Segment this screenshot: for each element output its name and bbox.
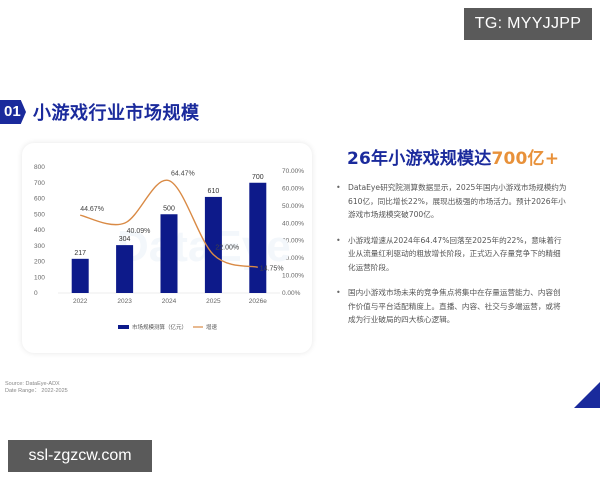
section-title: 小游戏行业市场规模 [33, 103, 200, 124]
bar [204, 196, 222, 293]
left-axis-tick: 800 [34, 164, 45, 171]
right-axis-tick: 0.00% [282, 290, 301, 297]
bullet-list: • DataEye研究院测算数据显示，2025年国内小游戏市场规模约为610亿，… [336, 181, 568, 339]
bar-value-label: 500 [163, 205, 175, 212]
source-line: Source: DataEye-ADX [5, 381, 60, 387]
x-axis-tick: 2025 [206, 298, 221, 305]
headline-prefix: 26年小游戏规模达 [347, 149, 492, 169]
x-axis-tick: 2023 [117, 298, 132, 305]
x-axis-tick: 2024 [162, 298, 177, 305]
section-number-badge: 01 [0, 100, 26, 124]
left-axis-tick: 100 [34, 274, 45, 281]
right-axis-tick: 70.00% [282, 168, 304, 175]
left-axis-tick: 700 [34, 180, 45, 187]
x-axis-tick: 2026e [249, 298, 267, 305]
left-axis-tick: 200 [34, 259, 45, 266]
bullet-text: DataEye研究院测算数据显示，2025年国内小游戏市场规模约为610亿，同比… [348, 183, 567, 219]
bullet-text: 小游戏增速从2024年64.47%回落至2025年的22%，意味着行业从流量红利… [348, 235, 562, 272]
bar-value-label: 700 [252, 174, 264, 181]
tg-overlay-badge: TG: MYYJJPP [464, 8, 592, 40]
left-axis-tick: 500 [34, 211, 45, 218]
bar [160, 214, 178, 293]
right-axis-tick: 50.00% [282, 203, 304, 210]
right-axis-tick: 10.00% [282, 273, 304, 280]
left-axis-tick: 300 [34, 243, 45, 250]
growth-line [80, 179, 258, 268]
bullet-text: 国内小游戏市场未来的竞争焦点将集中在存量运营能力、内容创作价值与平台适配精度上。… [348, 288, 561, 324]
headline-accent: 700亿+ [491, 149, 560, 169]
growth-value-label: 40.09% [127, 228, 151, 235]
growth-value-label: 14.75% [260, 265, 284, 272]
left-axis-tick: 400 [34, 227, 45, 234]
right-axis-tick: 20.00% [282, 255, 304, 262]
bullet-item: • DataEye研究院测算数据显示，2025年国内小游戏市场规模约为610亿，… [336, 181, 568, 222]
section-header: 01 小游戏行业市场规模 [0, 99, 200, 125]
site-watermark: ssl-zgzcw.com [8, 440, 152, 472]
left-axis-tick: 0 [34, 290, 38, 297]
growth-value-label: 64.47% [171, 171, 195, 178]
bar-value-label: 217 [74, 250, 86, 257]
bullet-item: • 国内小游戏市场未来的竞争焦点将集中在存量运营能力、内容创作价值与平台适配精度… [336, 286, 568, 327]
legend-line-label: 增速 [206, 323, 218, 331]
bar [71, 258, 89, 293]
bar-value-label: 610 [208, 188, 220, 195]
right-axis-tick: 60.00% [282, 185, 304, 192]
x-axis-tick: 2022 [73, 298, 88, 305]
corner-triangle-decoration [574, 382, 600, 408]
right-axis-tick: 40.00% [282, 220, 304, 227]
date-range-line: Date Range： 2022-2025 [5, 388, 68, 394]
legend-bar-label: 市场规模测算（亿元） [132, 323, 187, 331]
bullet-dot-icon: • [336, 288, 341, 297]
combo-chart: 0 100 200 300 400 500 600 700 800 0.00% 10.00% 20.0… [34, 164, 304, 331]
headline: 26年小游戏规模达700亿+ [347, 144, 559, 169]
bullet-dot-icon: • [336, 183, 341, 192]
source-note: Source: DataEye-ADX Date Range： 2022-202… [5, 381, 68, 395]
growth-value-label: 22.00% [215, 245, 239, 252]
bar [249, 182, 267, 293]
legend-bar-swatch [118, 325, 129, 329]
bullet-dot-icon: • [336, 235, 341, 245]
bar-value-label: 304 [119, 236, 131, 243]
bar [116, 245, 134, 293]
right-axis-tick: 30.00% [282, 238, 304, 245]
chart-card: 0 100 200 300 400 500 600 700 800 0.00% 10.00% 20.0… [22, 143, 312, 353]
bullet-item: • 小游戏增速从2024年64.47%回落至2025年的22%，意味着行业从流量… [336, 234, 568, 275]
growth-value-label: 44.67% [80, 206, 104, 213]
left-axis-tick: 600 [34, 196, 45, 203]
